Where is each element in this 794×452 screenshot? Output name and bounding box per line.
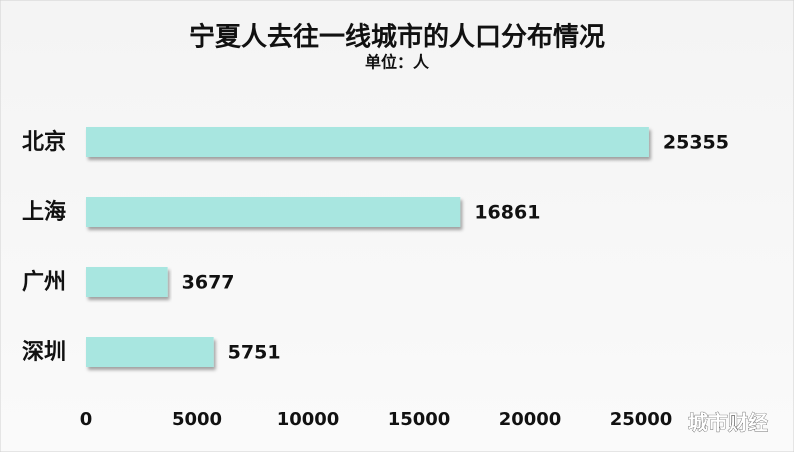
bar: [86, 127, 649, 157]
bar: [86, 267, 168, 297]
x-tick-label: 5000: [172, 409, 222, 430]
value-label: 16861: [474, 202, 540, 224]
x-tick-label: 0: [80, 409, 93, 430]
watermark: 城市财经: [688, 411, 768, 435]
x-tick-label: 15000: [388, 409, 451, 430]
y-tick-label: 北京: [22, 129, 66, 155]
bar: [86, 197, 461, 227]
bar: [86, 337, 214, 367]
y-tick-label: 上海: [22, 199, 66, 225]
chart-subtitle: 单位：人: [365, 53, 430, 72]
x-tick-label: 25000: [610, 409, 673, 430]
y-tick-label: 广州: [22, 269, 66, 295]
x-tick-label: 20000: [499, 409, 562, 430]
value-label: 3677: [182, 272, 235, 294]
chart-title: 宁夏人去往一线城市的人口分布情况: [189, 22, 605, 53]
x-tick-label: 10000: [277, 409, 340, 430]
value-label: 25355: [663, 132, 729, 154]
y-tick-label: 深圳: [22, 340, 66, 365]
value-label: 5751: [228, 342, 281, 364]
